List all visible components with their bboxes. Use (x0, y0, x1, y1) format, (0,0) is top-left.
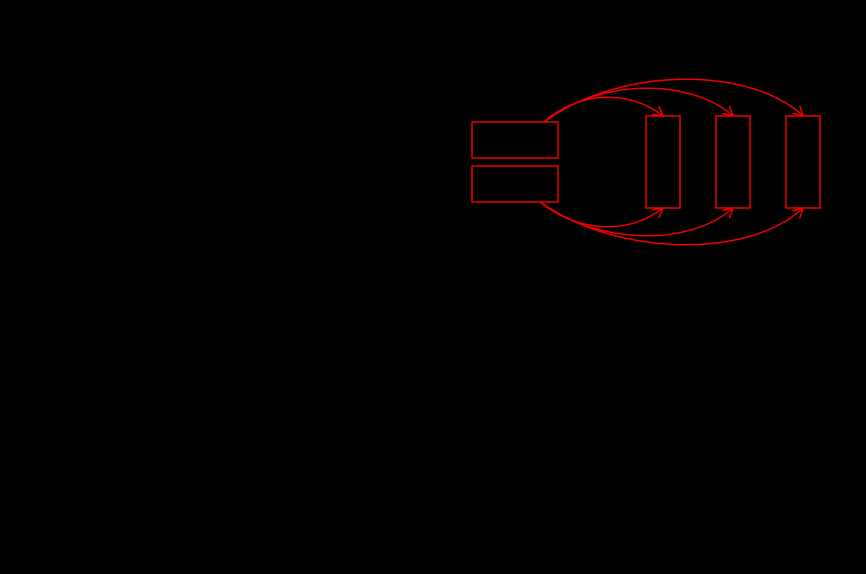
node-dst1 (646, 116, 680, 208)
diagram-canvas (0, 0, 866, 574)
node-src_bot (472, 166, 558, 202)
node-dst2 (716, 116, 750, 208)
node-src_top (472, 122, 558, 158)
node-dst3 (786, 116, 820, 208)
